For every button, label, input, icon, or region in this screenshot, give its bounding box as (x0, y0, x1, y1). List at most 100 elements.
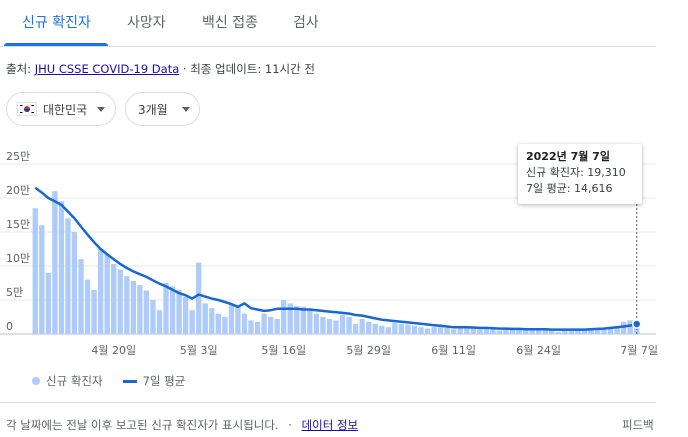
region-dropdown[interactable]: 대한민국 (6, 92, 116, 126)
tab-tests[interactable]: 검사 (293, 15, 319, 31)
bar (45, 272, 52, 334)
average-line (34, 186, 637, 331)
tab-vaccinations[interactable]: 백신 접종 (202, 15, 258, 31)
x-tick-label: 5월 29일 (346, 343, 391, 357)
bar (267, 317, 274, 334)
bar (241, 313, 248, 334)
tooltip-new-cases: 신규 확진자: 19,310 (526, 166, 626, 179)
bar (91, 289, 97, 334)
bar (65, 218, 71, 334)
bar (111, 263, 117, 334)
bar (418, 327, 424, 334)
tab-deaths[interactable]: 사망자 (127, 15, 166, 31)
period-dropdown[interactable]: 3개월 (125, 92, 200, 126)
source-link[interactable]: JHU CSSE COVID-19 Data (34, 62, 180, 76)
chart-tooltip: 2022년 7월 7일 신규 확진자: 19,310 7일 평균: 14,616 (518, 144, 642, 204)
hover-point (631, 319, 642, 329)
bar (627, 320, 633, 334)
bar (117, 269, 123, 334)
bar (385, 327, 391, 334)
period-value: 3개월 (138, 102, 168, 117)
footer-divider (0, 402, 656, 403)
bar (307, 310, 313, 334)
bar (124, 276, 130, 334)
bar (549, 330, 555, 334)
bar (215, 313, 221, 334)
bar (137, 285, 143, 334)
bar (516, 329, 522, 334)
source-prefix: 출처: (6, 62, 35, 76)
bar (464, 327, 470, 334)
bar (490, 329, 496, 334)
bar (248, 320, 254, 334)
chart-legend: 신규 확진자 7일 평균 (32, 373, 185, 389)
bar (431, 327, 437, 334)
y-tick-label: 0 (6, 320, 13, 333)
legend-7day-average: 7일 평균 (142, 374, 186, 388)
bar (39, 225, 45, 334)
bar (104, 253, 110, 334)
about-data-link[interactable]: 데이터 정보 (301, 418, 359, 432)
bar (451, 329, 457, 334)
bar (176, 289, 182, 334)
bar (470, 328, 476, 334)
bar (169, 286, 176, 334)
cases-chart[interactable]: 0 5만 10만 15만 20만 25만 4월 20일 5월 3일 5월 16일 5월 29일 6… (0, 140, 660, 362)
footer-note: 각 날짜에는 전날 이후 보고된 신규 확진자가 표시됩니다. (6, 418, 279, 432)
korea-flag-icon (17, 102, 37, 116)
bar (437, 327, 444, 334)
bar (372, 323, 378, 334)
x-tick-label: 4월 20일 (91, 343, 136, 357)
feedback-link[interactable]: 피드백 (622, 418, 654, 432)
bar (202, 303, 208, 334)
region-value: 대한민국 (43, 102, 88, 117)
bar (274, 319, 280, 334)
bar (254, 321, 261, 334)
x-tick-label: 5월 3일 (180, 343, 218, 357)
bar (130, 280, 137, 334)
bar (535, 329, 542, 334)
tab-new-cases[interactable]: 신규 확진자 (22, 15, 91, 31)
bar (359, 319, 365, 334)
bar (281, 300, 287, 334)
bar (352, 323, 359, 334)
bar (496, 330, 503, 334)
x-tick-label: 5월 16일 (261, 343, 306, 357)
bar (581, 330, 588, 334)
x-tick-label: 7월 7일 (620, 343, 658, 357)
bar (379, 325, 385, 334)
y-tick-label: 10만 (6, 252, 30, 265)
bar (503, 329, 509, 334)
bar (392, 323, 398, 334)
bar (588, 329, 594, 334)
bar (477, 329, 483, 334)
bar (529, 329, 535, 334)
bar (32, 208, 38, 334)
bar (326, 319, 333, 334)
bar (483, 329, 490, 334)
bar (366, 321, 372, 334)
bar (320, 317, 326, 334)
bar (620, 321, 627, 334)
bar (300, 306, 306, 334)
bar (235, 305, 241, 334)
bar (313, 313, 320, 334)
bar (71, 232, 78, 334)
bar (222, 317, 228, 334)
dropdown-arrow-icon (181, 106, 190, 112)
footer-separator: · (288, 418, 292, 432)
bar (457, 328, 463, 334)
bar (398, 323, 405, 334)
bar (150, 300, 156, 334)
bar (607, 327, 614, 334)
bar (575, 329, 581, 334)
bar (594, 329, 601, 334)
bar (261, 313, 267, 334)
bar (614, 325, 620, 334)
bar (562, 328, 568, 334)
tooltip-7day-average: 7일 평균: 14,616 (526, 182, 613, 195)
bar (189, 310, 195, 334)
y-tick-label: 15만 (6, 218, 30, 231)
bar (405, 324, 411, 334)
bar (601, 329, 607, 334)
